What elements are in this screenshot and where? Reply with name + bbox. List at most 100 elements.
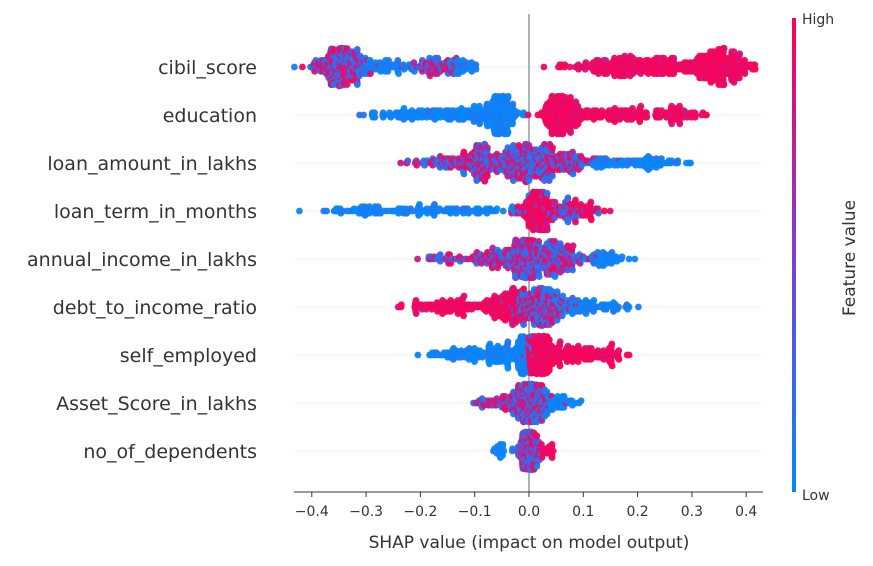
shap-point [556,338,564,346]
shap-point [512,273,520,281]
shap-point [397,159,404,167]
shap-point [499,441,507,448]
shap-point [625,303,633,311]
shap-point [615,347,623,354]
shap-point [637,102,645,110]
shap-point [643,113,651,121]
shap-point [525,142,533,149]
shap-point [543,189,551,197]
shap-point [504,338,512,346]
shap-point [504,92,512,100]
shap-point [567,129,574,137]
shap-point [486,340,494,348]
shap-point [504,128,512,136]
shap-point [676,102,683,110]
shap-dots [291,44,759,474]
shap-point [353,81,361,88]
shap-point [486,360,493,368]
shap-point [660,70,667,77]
shap-point [587,198,595,206]
shap-point [720,44,728,52]
shap-point [595,209,602,217]
shap-point [751,65,759,73]
shap-point [395,70,402,77]
shap-point [574,358,582,365]
shap-point [549,172,556,180]
shap-point [687,159,694,167]
shap-point [404,157,412,165]
shap-point [606,207,614,215]
shap-point [540,63,548,71]
shap-point [600,207,608,215]
shap-point [692,111,699,119]
shap-point [559,292,567,300]
shap-point [535,273,543,280]
shap-point [670,54,678,62]
shap-point [394,57,402,64]
shap-point [558,312,566,320]
shap-point [520,285,528,293]
shap-point [460,170,468,178]
shap-point [414,255,421,263]
shap-point [367,70,374,77]
shap-point [501,393,509,400]
shap-point [741,70,749,77]
shap-point [520,369,528,377]
shap-point [436,251,444,258]
shap-point [615,303,622,311]
shap-point [291,63,298,71]
shap-point [574,342,582,350]
shap-point [551,273,559,280]
shap-point [577,397,585,405]
shap-point [371,113,379,121]
shap-point [509,120,516,128]
shap-point [618,253,626,261]
shap-point [615,356,623,363]
shap-point [703,111,710,119]
shap-point [566,63,574,71]
shap-point [569,148,576,156]
shap-point [543,226,551,234]
shap-point [493,205,501,213]
shap-point [535,238,543,245]
shap-point [499,207,507,215]
shap-point [625,351,633,359]
shap-point [556,362,564,370]
shap-point [360,111,367,119]
shap-point [412,310,420,317]
shap-point [413,161,421,169]
shap-point [510,177,517,185]
shap-point [674,157,682,165]
shap-point [323,207,330,215]
shap-point [380,111,388,119]
shap-point [590,297,598,304]
shap-point [353,46,361,53]
shap-point [569,242,577,250]
shap-point [549,144,556,152]
shap-point [525,177,533,185]
shap-point [545,336,553,343]
shap-point [460,312,467,320]
shap-point [472,65,480,73]
shap-point [736,50,744,58]
shap-point [551,214,559,222]
shap-point [551,198,559,206]
shap-point [509,100,517,108]
shap-point [296,207,303,215]
shap-point [676,120,684,128]
shap-point [736,74,743,82]
shap-point [625,255,633,263]
shap-point [720,81,728,89]
shap-point [636,118,644,125]
shap-point [484,144,491,152]
shap-point [635,303,642,311]
shap-point [460,292,468,300]
shap-point [299,63,306,71]
shap-point [414,351,422,359]
shap-point [587,216,595,224]
shap-point [572,196,579,204]
shap-point [504,364,512,372]
shap-point [569,170,577,178]
shap-point [483,172,491,180]
